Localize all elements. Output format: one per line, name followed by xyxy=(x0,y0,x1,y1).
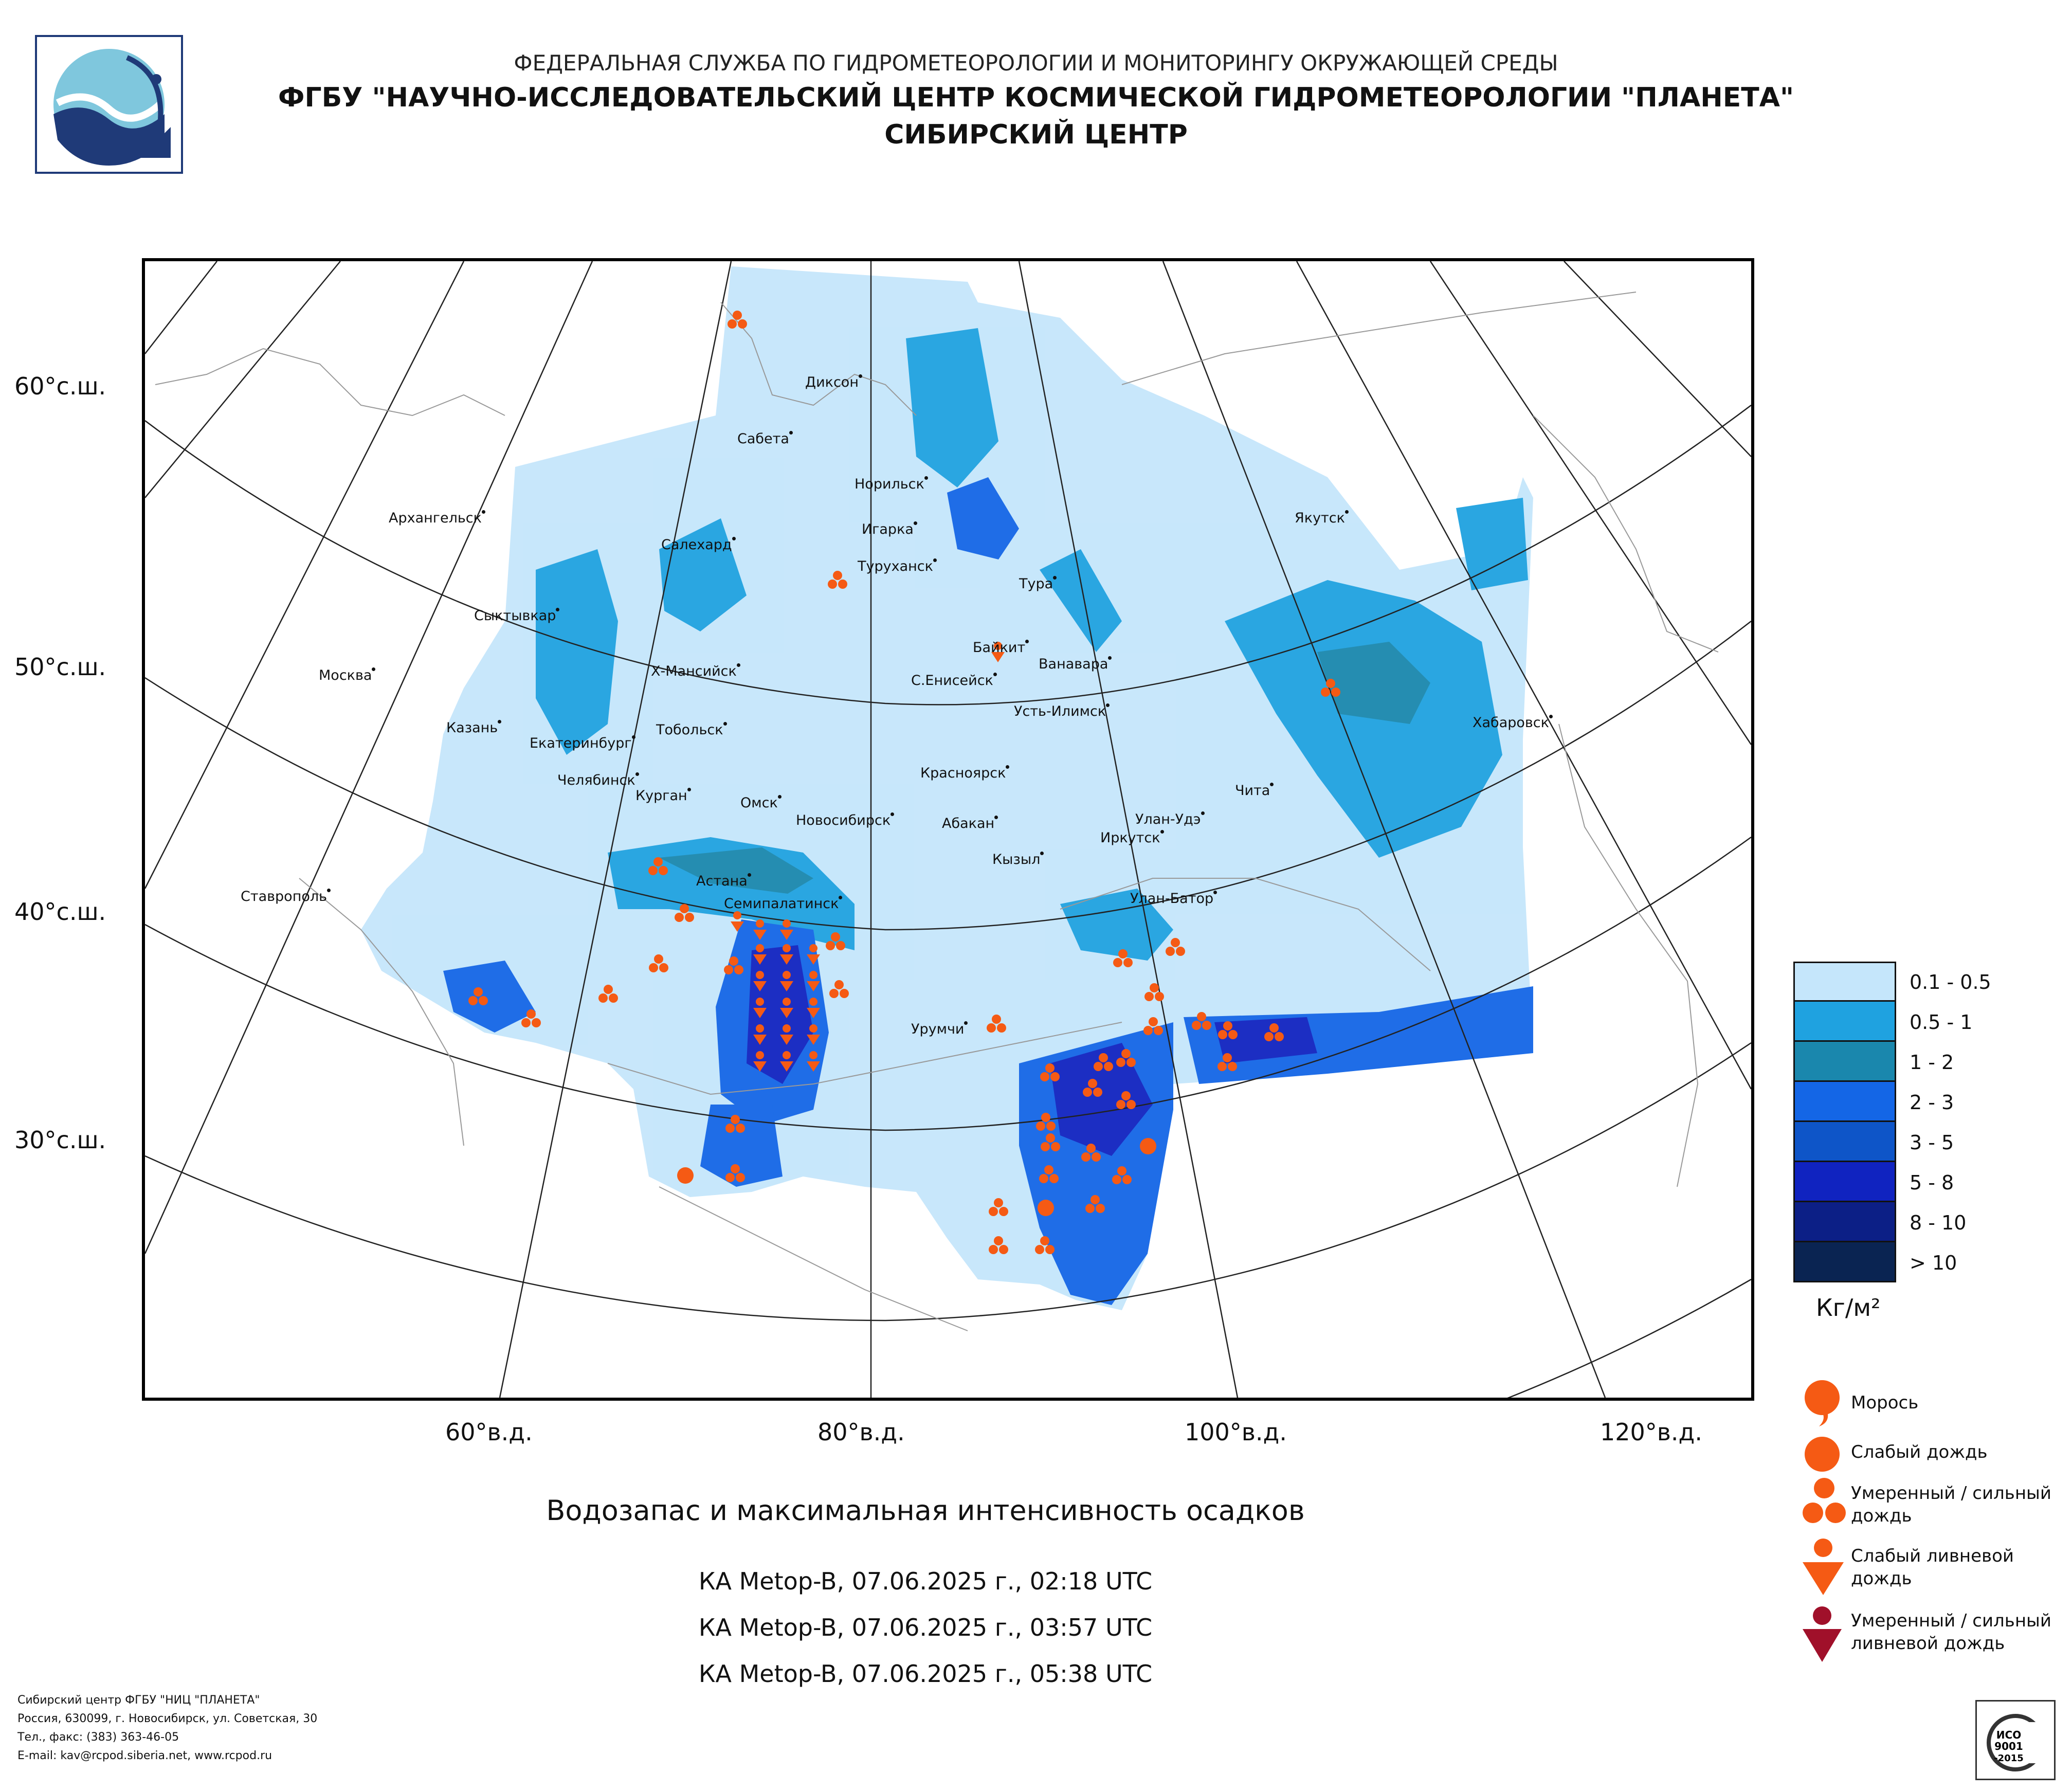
moderate-rain-icon xyxy=(1803,1478,1846,1523)
legend-swatch xyxy=(1793,1242,1896,1282)
city-label: С.Енисейск xyxy=(911,673,997,689)
light-shower-markers xyxy=(731,642,1005,1072)
lat-label-30: 30°с.ш. xyxy=(14,1126,106,1154)
city-label: Семипалатинск xyxy=(724,896,843,912)
legend-swatch xyxy=(1793,1082,1896,1122)
city-label: Астана xyxy=(696,873,751,889)
city-label: Тобольск xyxy=(656,722,727,738)
city-label: Норильск xyxy=(855,476,928,492)
city-label: Москва xyxy=(319,667,376,683)
light-rain-icon xyxy=(1805,1437,1840,1472)
svg-text:ИСО: ИСО xyxy=(1996,1729,2021,1741)
lon-label-120: 120°в.д. xyxy=(1600,1418,1702,1446)
city-label: Байкит xyxy=(973,640,1029,656)
light-shower-icon xyxy=(1803,1539,1844,1595)
lon-label-80: 80°в.д. xyxy=(817,1418,905,1446)
city-label: Сыктывкар xyxy=(474,608,560,624)
legend-moderate-shower-label: Умеренный / сильный ливневой дождь xyxy=(1851,1611,2051,1654)
legend-light-shower-label: Слабый ливневой дождь xyxy=(1851,1546,2014,1589)
legend-unit: Кг/м² xyxy=(1816,1294,1881,1322)
header-line2: ФГБУ "НАУЧНО-ИССЛЕДОВАТЕЛЬСКИЙ ЦЕНТР КОС… xyxy=(278,82,1794,113)
precip-coverage xyxy=(361,266,1533,1310)
legend-label: 2 - 3 xyxy=(1910,1091,1954,1114)
moderate-shower-icon xyxy=(1803,1606,1842,1662)
city-label: Улан-Удэ xyxy=(1135,811,1205,827)
city-label: Диксон xyxy=(805,374,862,390)
lon-label-60: 60°в.д. xyxy=(445,1418,533,1446)
city-label: Архангельск xyxy=(389,510,485,526)
legend-moderate-rain-label: Умеренный / сильный дождь xyxy=(1851,1483,2051,1526)
city-label: Новосибирск xyxy=(796,812,895,828)
city-label: Ванавара xyxy=(1039,656,1112,672)
city-label: Улан-Батор xyxy=(1130,891,1217,907)
legend-swatch xyxy=(1793,1122,1896,1162)
legend-swatch xyxy=(1793,962,1896,1002)
legend-label: 5 - 8 xyxy=(1910,1171,1954,1194)
footer-org: Сибирский центр ФГБУ "НИЦ "ПЛАНЕТА" xyxy=(17,1694,260,1707)
city-label: Игарка xyxy=(862,521,917,537)
city-label: Красноярск xyxy=(920,765,1010,781)
legend-label: 8 - 10 xyxy=(1910,1211,1967,1234)
city-label: Казань xyxy=(446,720,502,736)
map-title: Водозапас и максимальная интенсивность о… xyxy=(546,1494,1305,1527)
city-label: Ставрополь xyxy=(241,889,331,904)
legend-swatch xyxy=(1793,1042,1896,1082)
city-label: Хабаровск xyxy=(1473,715,1553,731)
svg-text:-2015: -2015 xyxy=(1994,1753,2024,1764)
city-label: Х-Мансийск xyxy=(651,663,740,679)
city-label: Омск xyxy=(740,795,781,811)
city-label: Салехард xyxy=(661,537,736,553)
legend-drizzle-label: Морось xyxy=(1851,1392,1919,1413)
footer-phone: Тел., факс: (383) 363-46-05 xyxy=(17,1731,179,1744)
svg-text:9001: 9001 xyxy=(1994,1740,2023,1752)
pass-line: КА Metop-B, 07.06.2025 г., 02:18 UTC xyxy=(698,1567,1153,1595)
city-label: Якутск xyxy=(1295,510,1349,526)
legend-label: 0.1 - 0.5 xyxy=(1910,971,1991,993)
lat-label-60: 60°с.ш. xyxy=(14,372,106,400)
lat-label-50: 50°с.ш. xyxy=(14,653,106,681)
city-label: Челябинск xyxy=(557,772,639,788)
legend-swatch xyxy=(1793,1002,1896,1042)
iso-certification-badge: ИСО 9001 -2015 xyxy=(1975,1700,2056,1780)
footer-email: E-mail: kav@rcpod.siberia.net, www.rcpod… xyxy=(17,1749,272,1762)
legend-light-rain-label: Слабый дождь xyxy=(1851,1442,1988,1462)
city-label: Чита xyxy=(1235,783,1274,799)
pass-line: КА Metop-B, 07.06.2025 г., 03:57 UTC xyxy=(698,1614,1153,1641)
city-label: Иркутск xyxy=(1100,830,1164,846)
city-label: Сабета xyxy=(737,431,793,447)
pass-line: КА Metop-B, 07.06.2025 г., 05:38 UTC xyxy=(698,1660,1153,1688)
map-canvas xyxy=(145,261,1751,1398)
city-label: Урумчи xyxy=(911,1021,968,1037)
color-legend: 0.1 - 0.5 0.5 - 1 1 - 2 2 - 3 3 - 5 5 - … xyxy=(1793,962,2050,1282)
legend-label: 1 - 2 xyxy=(1910,1051,1954,1074)
light-rain-markers xyxy=(677,1138,1156,1216)
city-label: Тура xyxy=(1019,576,1057,592)
borders xyxy=(155,292,1719,1331)
city-label: Туруханск xyxy=(858,558,937,574)
header-line1: ФЕДЕРАЛЬНАЯ СЛУЖБА ПО ГИДРОМЕТЕОРОЛОГИИ … xyxy=(514,50,1558,76)
drizzle-icon xyxy=(1805,1380,1840,1426)
lon-label-100: 100°в.д. xyxy=(1185,1418,1287,1446)
header-line3: СИБИРСКИЙ ЦЕНТР xyxy=(884,119,1188,150)
legend-label: > 10 xyxy=(1910,1252,1957,1274)
city-label: Усть-Илимск xyxy=(1014,703,1110,719)
lat-label-40: 40°с.ш. xyxy=(14,898,106,926)
legend-swatch xyxy=(1793,1162,1896,1202)
planeta-logo xyxy=(35,35,183,174)
footer-address: Россия, 630099, г. Новосибирск, ул. Сове… xyxy=(17,1712,318,1725)
city-label: Абакан xyxy=(942,816,998,831)
city-label: Кызыл xyxy=(992,852,1044,867)
city-label: Курган xyxy=(635,788,691,804)
legend-label: 3 - 5 xyxy=(1910,1131,1954,1154)
legend-label: 0.5 - 1 xyxy=(1910,1011,1973,1034)
city-label: Екатеринбург xyxy=(530,735,635,751)
graticule xyxy=(145,261,1751,1398)
rain-symbols xyxy=(468,311,1340,1254)
precipitation-map xyxy=(142,258,1754,1401)
legend-swatch xyxy=(1793,1202,1896,1242)
